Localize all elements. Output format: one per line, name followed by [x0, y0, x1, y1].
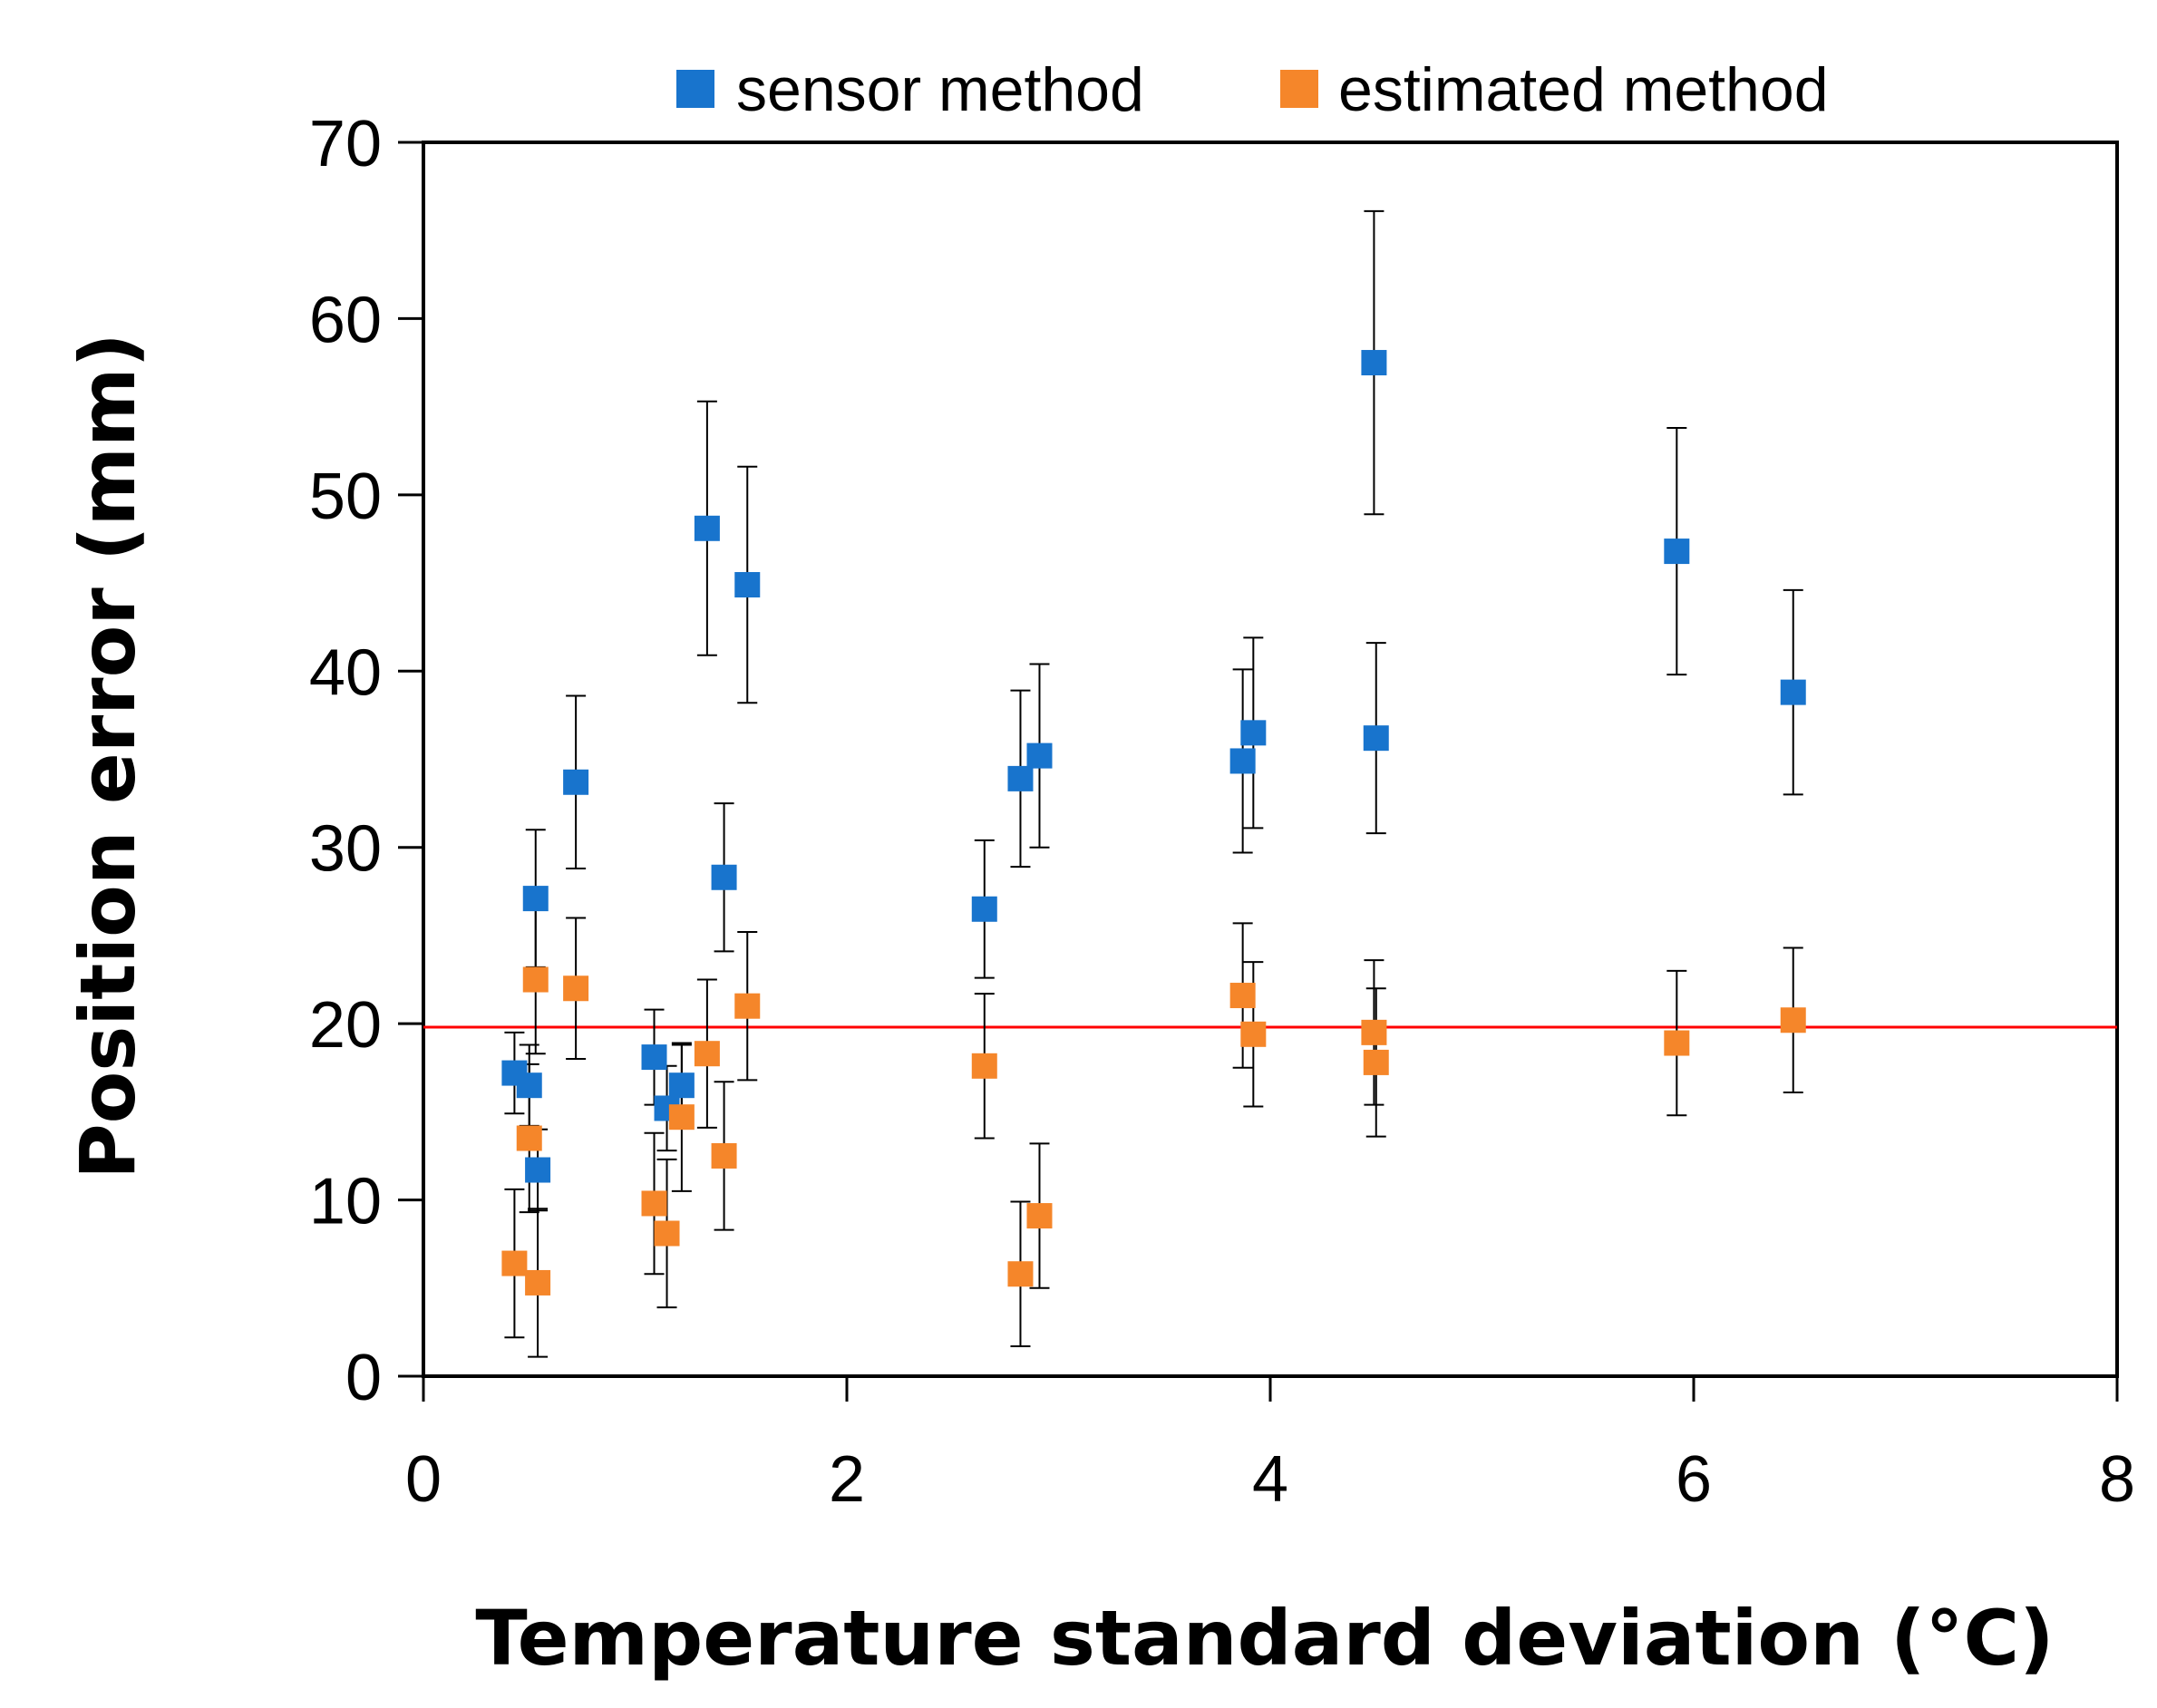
point-estimated-method [1361, 1019, 1387, 1045]
x-tick-label: 4 [1252, 1443, 1288, 1516]
point-estimated-method [1363, 1049, 1389, 1075]
point-sensor-method [516, 1072, 542, 1099]
point-estimated-method [654, 1220, 680, 1247]
point-estimated-method [1780, 1007, 1806, 1034]
legend-label-sensor-method: sensor method [736, 55, 1144, 124]
legend-swatch-sensor-method [676, 70, 714, 108]
point-estimated-method [694, 1041, 720, 1067]
point-sensor-method [1361, 350, 1387, 376]
point-sensor-method [734, 572, 761, 598]
x-tick-label: 8 [2099, 1443, 2135, 1516]
point-sensor-method [668, 1072, 695, 1099]
y-tick-label: 10 [309, 1166, 382, 1238]
point-sensor-method [1664, 539, 1690, 565]
point-sensor-method [711, 864, 737, 890]
point-estimated-method [501, 1250, 528, 1276]
point-estimated-method [711, 1142, 737, 1169]
point-sensor-method [525, 1157, 551, 1183]
point-estimated-method [1240, 1021, 1267, 1047]
y-tick-label: 20 [309, 989, 382, 1062]
legend-swatch-estimated-method [1280, 70, 1318, 108]
point-sensor-method [1363, 725, 1389, 752]
point-estimated-method [563, 975, 589, 1002]
point-sensor-method [563, 769, 589, 795]
point-sensor-method [522, 886, 549, 912]
point-estimated-method [1664, 1030, 1690, 1056]
point-sensor-method [1240, 720, 1267, 746]
x-tick-label: 6 [1676, 1443, 1712, 1516]
point-estimated-method [516, 1125, 542, 1151]
legend: sensor method estimated method [676, 55, 1829, 124]
y-tick-label: 60 [309, 284, 382, 356]
y-tick-label: 70 [309, 108, 382, 180]
x-tick-label: 2 [829, 1443, 865, 1516]
point-estimated-method [1026, 1203, 1053, 1229]
x-tick-label: 0 [405, 1443, 442, 1516]
point-sensor-method [1026, 742, 1053, 769]
error-bars [504, 209, 1803, 1358]
y-tick-label: 0 [345, 1342, 382, 1414]
point-sensor-method [641, 1044, 667, 1071]
point-estimated-method [668, 1104, 695, 1131]
y-axis-title: Position error (mm) [63, 333, 152, 1179]
y-tick-label: 30 [309, 813, 382, 886]
x-axis-title: Temperature standard deviation (°C) [475, 1594, 2054, 1683]
point-estimated-method [525, 1269, 551, 1296]
point-estimated-method [641, 1190, 667, 1217]
axes: 0 10 20 30 40 50 60 70 0 2 4 6 8 [309, 108, 2135, 1516]
point-sensor-method [971, 896, 997, 922]
y-tick-label: 50 [309, 461, 382, 533]
legend-label-estimated-method: estimated method [1338, 55, 1829, 124]
point-sensor-method [1007, 765, 1034, 791]
point-sensor-method [1229, 748, 1256, 774]
data-points [501, 350, 1806, 1296]
point-sensor-method [694, 515, 720, 541]
y-tick-label: 40 [309, 636, 382, 709]
point-sensor-method [1780, 679, 1806, 705]
point-estimated-method [1229, 983, 1256, 1009]
point-estimated-method [971, 1053, 997, 1079]
point-estimated-method [522, 966, 549, 993]
point-estimated-method [1007, 1261, 1034, 1287]
point-estimated-method [734, 993, 761, 1019]
